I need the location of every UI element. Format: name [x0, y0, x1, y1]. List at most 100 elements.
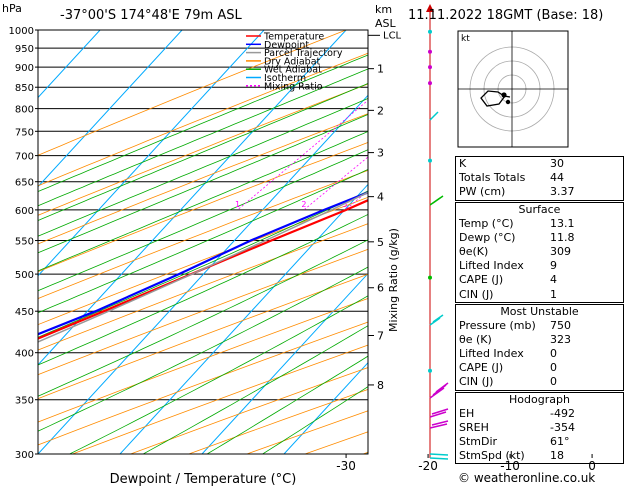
legend-label-isotherm: Isotherm: [264, 73, 306, 84]
legend-label-wet-adiabat: Wet Adiabat: [264, 65, 322, 76]
dry-adiabat-line: [38, 52, 368, 187]
legend-label-dry-adiabat: Dry Adiabat: [264, 56, 321, 67]
km-tick-label: 1: [377, 63, 384, 76]
dry-adiabat-line: [38, 321, 368, 446]
pressure-tick-label: 750: [15, 127, 34, 138]
stat-row: Dewp (°C) 11.8: [459, 230, 575, 244]
mixing-ratio-label: 2: [301, 200, 306, 209]
wet-adiabat-line: [38, 113, 368, 254]
temperature-tick-label: -10: [500, 459, 520, 473]
wet-adiabat-line: [143, 325, 368, 454]
wind-barb-icon: [429, 420, 449, 429]
stat-row: EH -492: [459, 406, 575, 420]
wind-barb-icon: [429, 195, 444, 206]
pressure-tick-label: 300: [15, 450, 34, 461]
x-axis-title: Dewpoint / Temperature (°C): [110, 472, 297, 486]
km-tick-label: 5: [377, 236, 384, 249]
pressure-tick-label: 950: [15, 44, 34, 55]
asl-label: ASL: [375, 17, 397, 30]
km-tick-label: 3: [377, 147, 384, 160]
dry-adiabat-line: [38, 273, 368, 400]
km-tick-label: 7: [377, 330, 384, 343]
section-heading: Hodograph: [509, 392, 570, 406]
wet-adiabat-line: [38, 169, 368, 314]
stat-row: CIN (J) 0: [459, 375, 557, 389]
wind-level-dot: [428, 275, 432, 280]
temperature-tick-label: 0: [588, 459, 596, 473]
isotherm-line: [38, 30, 183, 188]
hodograph-section: Hodograph EH -492 SREH -354 StmDir 61° StmS…: [455, 391, 624, 465]
temperature-tick-label: -20: [418, 459, 438, 473]
wind-barb-icon: [429, 382, 449, 399]
dry-adiabat-line: [38, 298, 368, 423]
most-unstable-section: Most Unstable Pressure (mb) 750 θe (K) 323…: [455, 303, 624, 391]
mixing-ratio-label: 3: [342, 200, 347, 209]
dry-adiabat-line: [38, 142, 368, 273]
pressure-tick-label: 550: [15, 237, 34, 248]
lcl-label: LCL: [383, 30, 402, 41]
wind-level-dot: [428, 29, 432, 34]
wet-adiabat-line: [69, 295, 368, 454]
km-tick-label: 8: [377, 379, 384, 392]
isotherm-line: [119, 183, 368, 454]
pressure-tick-label: 350: [15, 396, 34, 407]
wind-level-dot: [428, 49, 432, 54]
wind-level-dot: [428, 368, 432, 373]
stats-table: K 30 Totals Totals 44 PW (cm) 3.37 Surface …: [455, 156, 624, 467]
pressure-tick-label: 650: [15, 178, 34, 189]
pressure-tick-label: 450: [15, 307, 34, 318]
isotherm-line: [201, 272, 368, 454]
wet-adiabat-line: [38, 266, 368, 432]
pressure-tick-label: 700: [15, 152, 34, 163]
mixing-ratio-line: [237, 99, 368, 211]
km-tick-label: 2: [377, 104, 384, 117]
section-heading: Most Unstable: [500, 304, 579, 318]
wind-barb-icon: [429, 453, 449, 460]
legend-label-parcel-trajectory: Parcel Trajectory: [264, 48, 343, 59]
km-label: km: [375, 3, 392, 16]
dry-adiabat-line: [38, 223, 368, 351]
hpa-label: hPa: [2, 2, 22, 15]
wet-adiabat-line: [38, 149, 368, 292]
isotherm-line: [283, 361, 368, 454]
wind-barb-icon: [429, 111, 439, 121]
dry-adiabat-line: [38, 169, 368, 299]
stat-row: K 30: [459, 157, 564, 170]
stat-row: PW (cm) 3.37: [459, 185, 575, 199]
stat-row: Lifted Index 0: [459, 347, 557, 361]
pressure-tick-label: 850: [15, 83, 34, 94]
km-tick-label: 6: [377, 282, 384, 295]
stat-row: CAPE (J) 4: [459, 273, 557, 287]
storm-motion-marker: [505, 99, 511, 105]
stat-row: SREH -354: [459, 420, 575, 434]
stat-row: StmDir 61°: [459, 435, 570, 448]
dry-adiabat-line: [38, 113, 368, 245]
wind-level-dot: [428, 158, 432, 163]
stat-row: θe (K) 323: [459, 332, 571, 346]
mixing-ratio-label: 6: [417, 200, 422, 209]
stat-row: θe(K) 309: [459, 244, 571, 258]
mixing-ratio-label: 8: [449, 200, 454, 209]
isotherm-line: [38, 30, 265, 277]
wind-barb-icon: [429, 408, 449, 418]
surface-section: Surface Temp (°C) 13.1 Dewp (°C) 11.8 θe(K…: [455, 201, 624, 303]
mixing-ratio-axis-title: Mixing Ratio (g/kg): [387, 228, 400, 332]
storm-motion-marker: [501, 92, 507, 98]
wet-adiabat-line: [38, 239, 368, 397]
legend-label-dewpoint: Dewpoint: [264, 40, 309, 51]
wet-adiabat-line: [38, 54, 368, 192]
wind-level-dot: [428, 81, 432, 86]
stat-row: CIN (J) 1: [459, 287, 557, 301]
wind-barb-icon: [429, 314, 444, 326]
km-tick-label: 4: [377, 191, 384, 204]
wet-adiabat-line: [38, 213, 368, 366]
wet-adiabat-line: [38, 130, 368, 272]
location-title: -37°00'S 174°48'E 79m ASL: [60, 8, 242, 23]
parcel-trajectory-profile-line: [38, 191, 368, 343]
legend-label-temperature: Temperature: [263, 32, 324, 43]
stat-row: Pressure (mb) 750: [459, 318, 571, 332]
wet-adiabat-line: [38, 68, 368, 207]
pressure-tick-label: 500: [15, 270, 34, 281]
pressure-tick-label: 400: [15, 349, 34, 360]
